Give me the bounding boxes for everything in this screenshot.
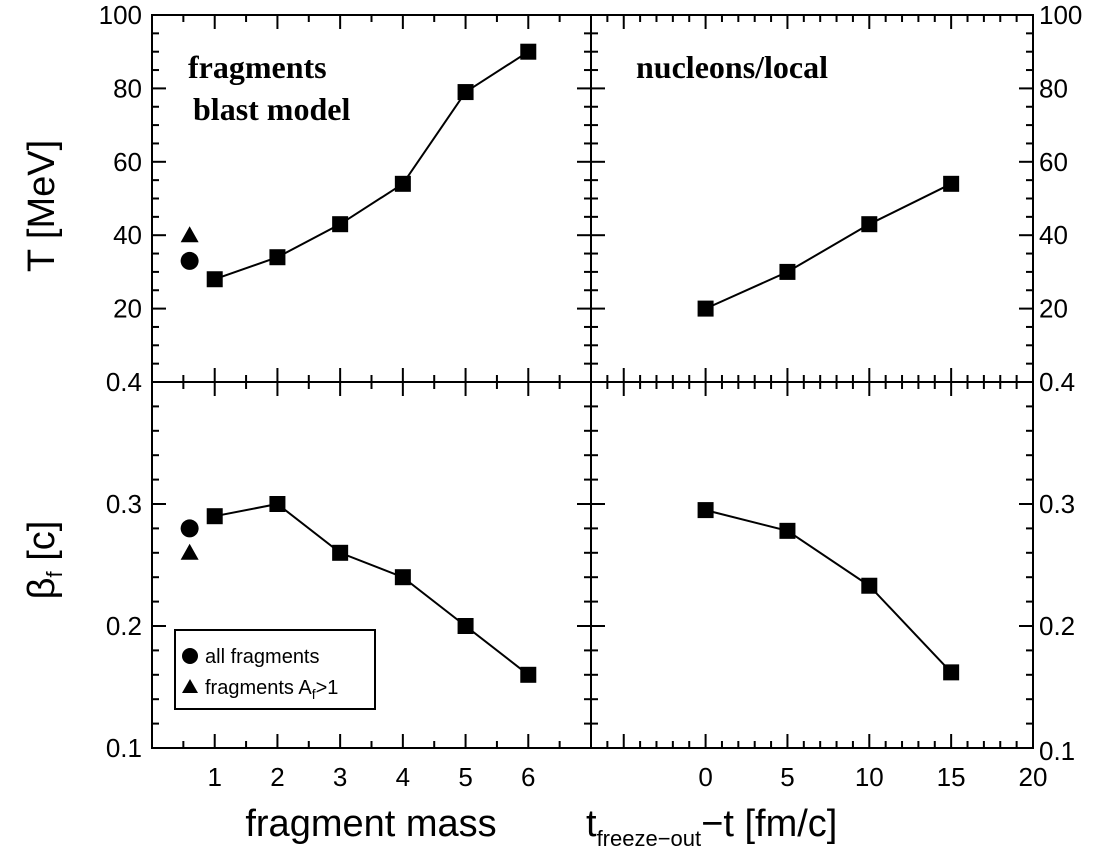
point-bl-square-1	[269, 496, 286, 512]
y-tick-label-top-right: 20	[1039, 294, 1068, 324]
y-tick-label-bottom-left: 0.1	[106, 733, 142, 763]
series-line-br-0	[705, 509, 952, 674]
point-tr-square-2	[861, 216, 878, 233]
series-line-bl-0	[214, 502, 529, 676]
x-tick-label-bottom-left: 3	[333, 762, 347, 792]
x-axis-title-right-rest: −t [fm/c]	[701, 803, 837, 845]
series-line-tr-0	[705, 182, 952, 310]
x-tick-label-bottom-left: 6	[521, 762, 535, 792]
point-bl-square-5	[520, 666, 537, 683]
panel-label-top-left-line1: fragments	[188, 49, 327, 85]
tick-labels: 204060801000.4204060801000.40.10.20.30.1…	[99, 0, 1083, 792]
point-bl-square-0	[206, 508, 223, 525]
point-br-square-2	[861, 577, 878, 594]
x-tick-label-bottom-left: 5	[458, 762, 472, 792]
y-tick-label-top-right: 60	[1039, 147, 1068, 177]
x-tick-label-bottom-right: 20	[1019, 762, 1048, 792]
legend-label-fragments-af-main: fragments A	[205, 677, 312, 699]
point-br-square-1	[779, 522, 796, 539]
axis-ticks	[152, 15, 1033, 748]
point-bl-triangle-0	[180, 543, 199, 560]
point-bl-circle-0	[180, 519, 199, 538]
panel-frame-br	[590, 381, 1034, 749]
point-tl-square-1	[269, 249, 286, 266]
series-lines	[214, 50, 952, 676]
x-axis-title-right-sub: freeze−out	[597, 826, 702, 851]
x-tick-label-bottom-right: 15	[937, 762, 966, 792]
x-tick-label-bottom-right: 5	[780, 762, 794, 792]
x-axis-title-left: fragment mass	[245, 803, 496, 845]
panel-label-top-right: nucleons/local	[636, 49, 828, 85]
y-tick-label-top-left: 60	[113, 147, 142, 177]
legend-marker-all-fragments	[182, 648, 198, 664]
y-axis-title-top: T [MeV]	[21, 140, 63, 272]
y-axis-title-bottom-main: β	[21, 577, 63, 599]
legend-label-fragments-af: fragments Af>1	[205, 677, 338, 702]
series-line-tl-0	[214, 50, 529, 281]
y-axis-title-bottom: βf [c]	[21, 521, 67, 600]
x-axis-title-right-main: t	[586, 803, 597, 845]
y-tick-label-mid-left: 0.4	[106, 367, 142, 397]
y-tick-label-top-left: 80	[113, 73, 142, 103]
y-axis-title-bottom-rest: [c]	[21, 521, 63, 572]
y-tick-label-top-right: 40	[1039, 220, 1068, 250]
x-axis-title-right: tfreeze−out−t [fm/c]	[586, 803, 837, 851]
y-tick-label-bottom-right: 0.2	[1039, 611, 1075, 641]
legend-label-fragments-af-rest: >1	[316, 677, 339, 699]
y-tick-label-bottom-right: 0.3	[1039, 489, 1075, 519]
y-tick-label-mid-right: 0.4	[1039, 367, 1075, 397]
y-tick-label-top-right: 100	[1039, 0, 1082, 30]
y-tick-label-top-left: 40	[113, 220, 142, 250]
x-tick-label-bottom-right: 0	[698, 762, 712, 792]
chart-texts: fragments blast model nucleons/local T […	[21, 49, 837, 851]
legend-box	[174, 629, 376, 710]
point-tr-square-0	[697, 300, 714, 317]
y-tick-label-top-left: 20	[113, 294, 142, 324]
y-tick-label-top-right: 80	[1039, 73, 1068, 103]
x-tick-label-bottom-left: 4	[396, 762, 410, 792]
point-bl-square-3	[394, 569, 411, 586]
x-tick-label-bottom-left: 2	[270, 762, 284, 792]
point-tl-square-2	[332, 216, 349, 233]
point-br-square-3	[943, 664, 960, 681]
x-tick-label-bottom-right: 10	[855, 762, 884, 792]
legend-label-all-fragments: all fragments	[205, 646, 320, 668]
legend-label-fragments-af-sub: f	[312, 686, 316, 702]
point-tl-circle-0	[180, 251, 199, 270]
point-tr-square-3	[943, 175, 960, 192]
y-axis-title-bottom-sub: f	[42, 570, 67, 577]
y-tick-label-bottom-left: 0.2	[106, 611, 142, 641]
point-bl-square-2	[332, 544, 349, 561]
point-bl-square-4	[457, 618, 474, 634]
y-tick-label-bottom-right: 0.1	[1039, 736, 1075, 766]
point-tr-square-1	[779, 263, 796, 280]
point-tl-square-5	[520, 43, 537, 60]
y-tick-label-top-left: 100	[99, 0, 142, 30]
point-tl-square-0	[206, 271, 223, 288]
panel-label-top-left-line2: blast model	[193, 91, 350, 127]
point-tl-square-4	[457, 84, 474, 101]
point-br-square-0	[697, 502, 714, 519]
y-tick-label-bottom-left: 0.3	[106, 489, 142, 519]
legend-marker-fragments-af	[182, 679, 198, 693]
point-tl-square-3	[394, 175, 411, 192]
point-tl-triangle-0	[180, 226, 199, 243]
data-markers	[180, 43, 960, 683]
legend: all fragments fragments Af>1	[174, 629, 376, 710]
x-tick-label-bottom-left: 1	[207, 762, 221, 792]
